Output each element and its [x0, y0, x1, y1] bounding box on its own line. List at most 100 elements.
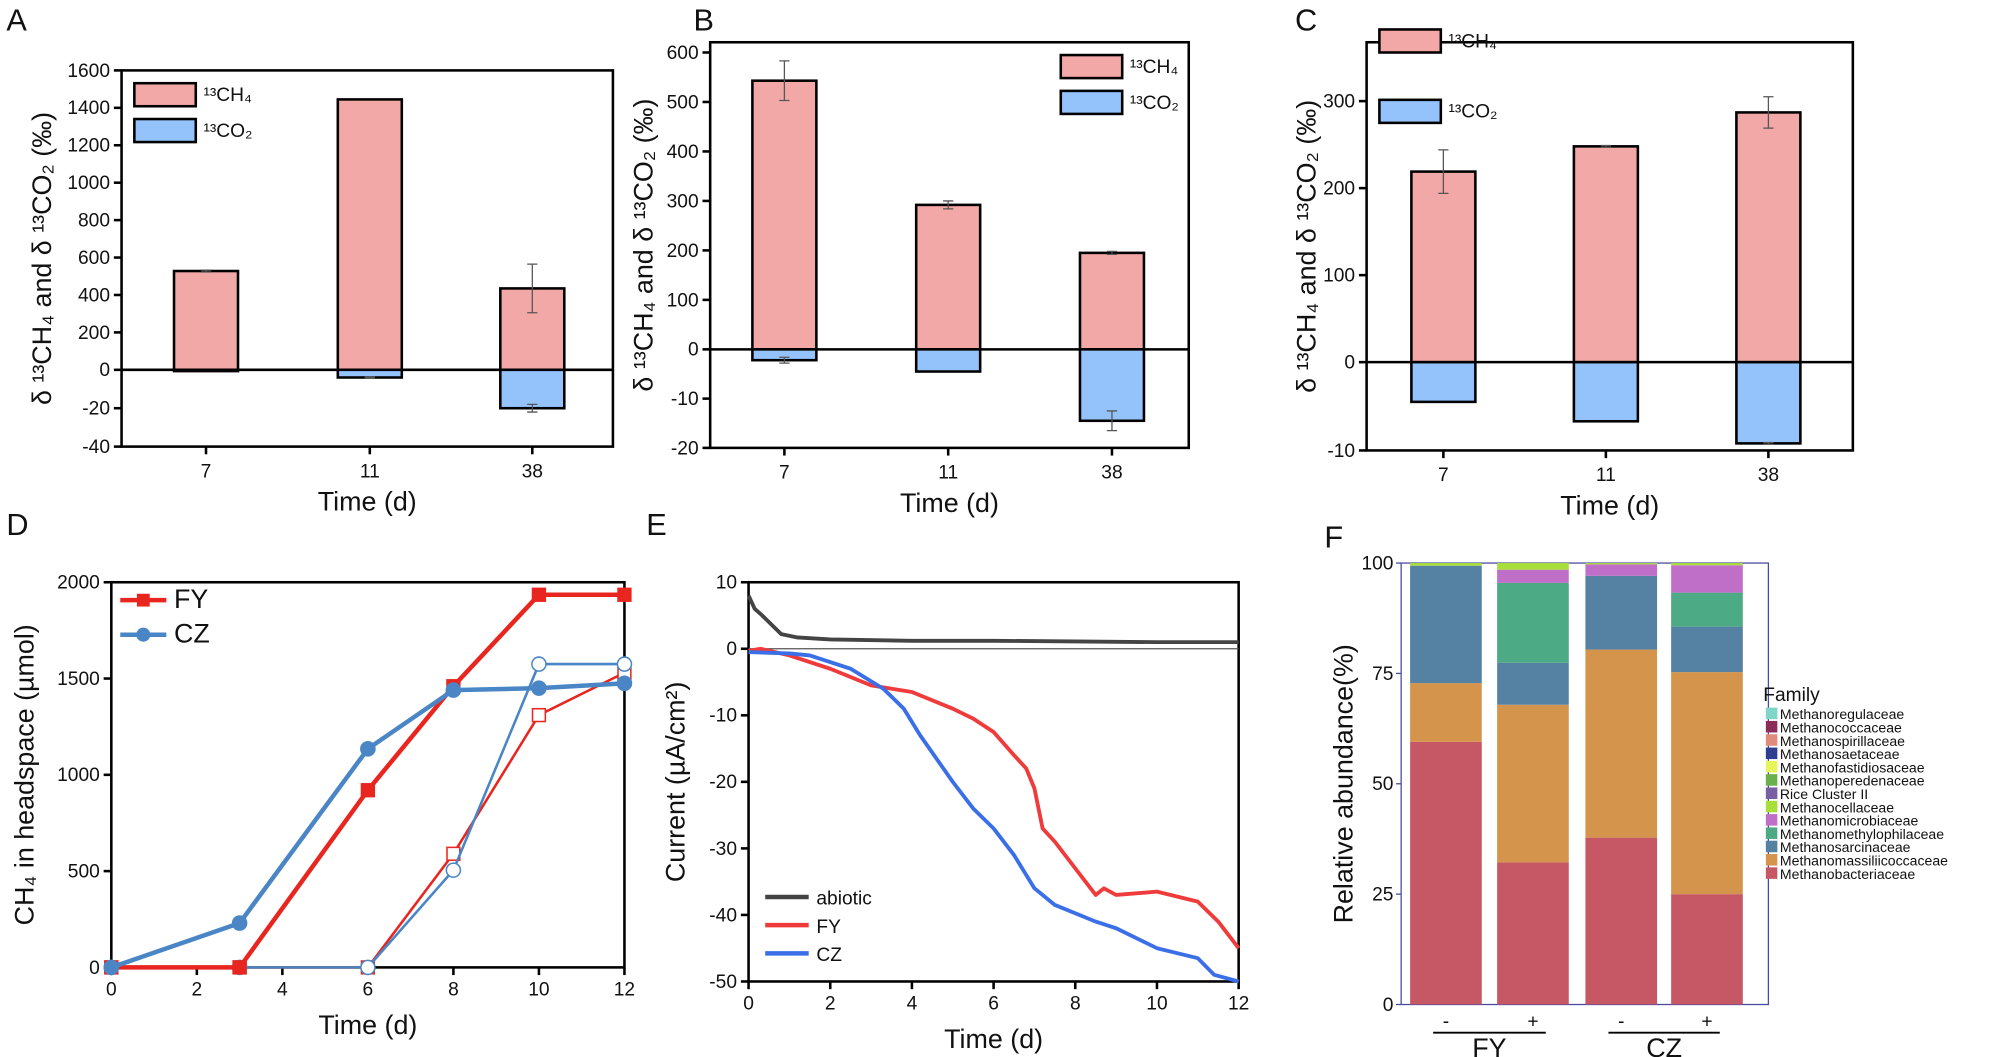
legend-swatch	[1378, 28, 1443, 54]
x-tick-label: 4	[277, 980, 288, 1001]
data-point	[531, 656, 547, 672]
x-axis-title: Time (d)	[944, 1024, 1043, 1054]
y-tick-label: 0	[726, 639, 737, 660]
legend-label: Rice Cluster II	[1780, 786, 1868, 802]
legend-label: Methanoregulaceae	[1780, 706, 1904, 722]
y-axis-title: δ ¹³CH₄ and δ ¹³CO₂ (‰)	[27, 112, 57, 405]
data-point	[531, 707, 547, 723]
error-bar	[1763, 96, 1774, 129]
x-axis-title: Time (d)	[318, 1010, 417, 1040]
data-point	[445, 862, 462, 878]
legend-swatch	[1059, 89, 1124, 116]
y-tick-label: 800	[78, 211, 110, 232]
panel-label: F	[1324, 520, 1343, 555]
y-tick-label: -40	[82, 437, 110, 458]
x-axis-title: Time (d)	[1560, 490, 1659, 520]
y-axis-title: CH₄ in headspace (µmol)	[9, 624, 39, 925]
legend-swatch	[1765, 800, 1778, 813]
data-point	[360, 783, 376, 798]
data-point	[232, 960, 247, 975]
legend-label: CZ	[816, 945, 842, 966]
legend-label: ¹³CO₂	[1448, 102, 1497, 123]
x-tick-label: +	[1701, 1012, 1712, 1033]
bar-segment-methanobacteriaceae	[1585, 837, 1658, 1005]
bar-segment-methanosarcinaceae	[1671, 626, 1743, 673]
bar-segment-methanomassiliicoccaceae	[1671, 672, 1743, 895]
bar-co2	[499, 368, 566, 410]
x-tick-label: 38	[1758, 465, 1779, 486]
x-tick-label: 4	[907, 994, 918, 1015]
data-point	[616, 675, 633, 692]
y-tick-label: 2000	[57, 573, 100, 594]
bar-segment-methanomassiliicoccaceae	[1585, 649, 1658, 838]
x-tick-label: 8	[1070, 994, 1081, 1015]
y-tick-label: -10	[1327, 441, 1355, 462]
data-point	[231, 915, 248, 931]
y-tick-label: 50	[1372, 774, 1393, 795]
x-tick-label: 11	[938, 463, 958, 484]
y-tick-label: 100	[1361, 553, 1393, 574]
legend-label: Methanocellaceae	[1780, 799, 1894, 815]
legend-label: Methanosaetaceae	[1780, 746, 1900, 762]
panel-label: D	[6, 507, 28, 542]
y-tick-label: 1200	[67, 136, 110, 157]
x-tick-label: 12	[614, 980, 635, 1001]
legend-title: Family	[1763, 685, 1820, 706]
legend-swatch	[1765, 854, 1778, 866]
x-tick-label: 10	[1146, 994, 1167, 1015]
y-tick-label: 1600	[67, 61, 110, 82]
legend-swatch	[1765, 760, 1778, 773]
data-point	[360, 959, 376, 976]
x-tick-label: 7	[1438, 465, 1449, 486]
bar-segment-methanomicrobiaceae	[1671, 565, 1743, 593]
legend-label: ¹³CO₂	[1130, 93, 1179, 114]
bar-co2	[1572, 360, 1640, 423]
bar-co2	[1410, 360, 1477, 404]
error-bar	[364, 376, 375, 379]
bar-ch4	[751, 79, 818, 351]
legend-swatch	[1765, 787, 1778, 800]
data-point	[103, 959, 120, 976]
legend-label: Methanomethylophilaceae	[1780, 826, 1944, 842]
y-tick-label: 300	[1323, 92, 1355, 113]
legend-label: Methanomassiliicoccaceae	[1780, 853, 1948, 869]
legend-label: Methanococcaceae	[1780, 719, 1902, 735]
x-tick-label: 11	[360, 461, 380, 482]
legend-label: ¹³CH₄	[1130, 57, 1178, 78]
x-tick-label: -	[1443, 1012, 1449, 1033]
bar-segment-methanobacteriaceae	[1410, 741, 1482, 1005]
x-tick-label: 6	[363, 980, 374, 1001]
bar-ch4	[914, 203, 982, 351]
y-tick-label: 0	[1344, 353, 1355, 374]
bar-ch4	[172, 269, 240, 372]
bar-segment-methanomethylophilaceae	[1671, 592, 1743, 627]
series-line-fy	[748, 646, 1241, 950]
legend-label: Methanomicrobiaceae	[1780, 813, 1919, 829]
bar-segment-methanomicrobiaceae	[1497, 569, 1569, 583]
y-tick-label: 0	[688, 340, 699, 361]
y-tick-label: 400	[78, 285, 110, 306]
x-tick-label: 6	[988, 994, 999, 1015]
x-tick-label: 11	[1596, 465, 1616, 486]
panel-label: B	[694, 3, 714, 38]
legend-swatch	[1765, 827, 1778, 839]
x-tick-label: +	[1527, 1012, 1538, 1033]
y-axis-title: Current (µA/cm²)	[661, 682, 691, 883]
legend-label: ¹³CH₄	[203, 85, 251, 106]
y-tick-label: 500	[667, 92, 699, 113]
x-tick-label: 0	[106, 980, 117, 1001]
bar-segment-methanocellaceae	[1585, 563, 1658, 565]
panel-label: A	[6, 3, 27, 38]
y-tick-label: 75	[1372, 664, 1393, 685]
plot-frame	[1365, 40, 1855, 452]
y-tick-label: 1000	[67, 173, 110, 194]
bar-segment-methanosarcinaceae	[1497, 662, 1569, 705]
y-axis-title: δ ¹³CH₄ and δ ¹³CO₂ (‰)	[1291, 100, 1321, 393]
legend-label: Methanosarcinaceae	[1780, 839, 1911, 855]
bar-segment-methanomassiliicoccaceae	[1410, 683, 1482, 742]
error-bar	[1106, 410, 1118, 432]
y-tick-label: 0	[89, 958, 100, 979]
legend-label: FY	[174, 584, 208, 614]
legend-label: Methanofastidiosaceae	[1780, 759, 1925, 775]
